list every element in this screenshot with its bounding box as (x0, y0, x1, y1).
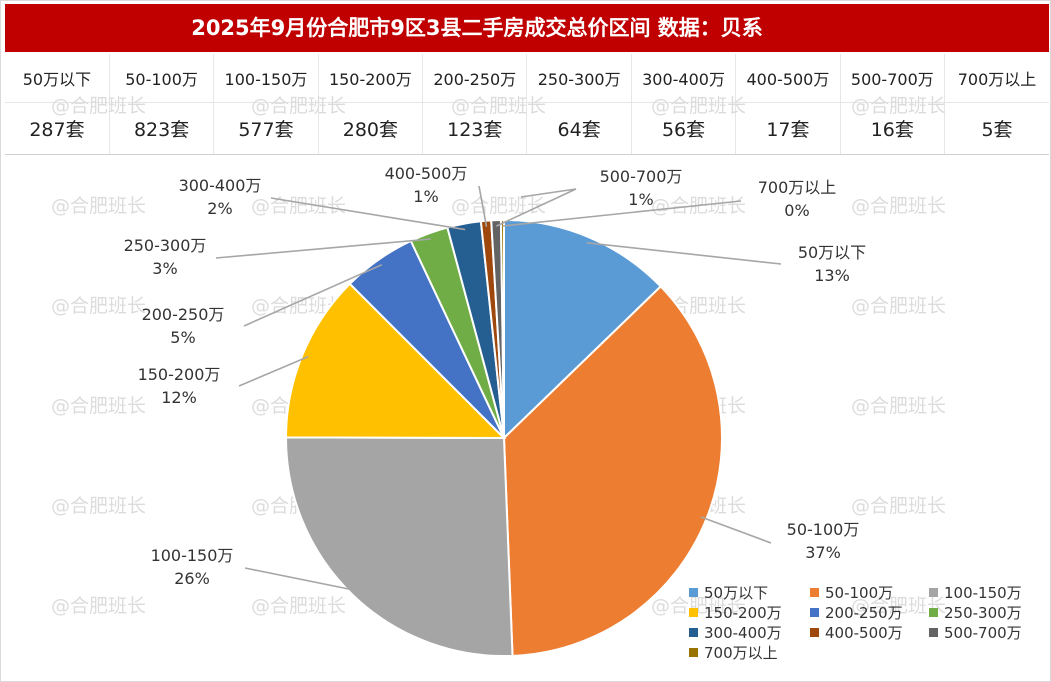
legend-label: 500-700万 (944, 624, 1022, 642)
summary-category: 50-100万 (109, 54, 215, 103)
data-label-category: 500-700万 (600, 167, 683, 186)
leader-line (700, 516, 772, 544)
data-label-category: 50-100万 (787, 520, 860, 539)
title-bar: 2025年9月份合肥市9区3县二手房成交总价区间 数据：贝系 (5, 4, 1049, 52)
pie-slices (284, 218, 723, 657)
legend-label: 50万以下 (704, 584, 768, 602)
data-label-category: 50万以下 (798, 243, 866, 262)
leader-line (495, 188, 577, 227)
data-label-category: 300-400万 (179, 176, 262, 195)
summary-count-row: 287套 823套 577套 280套 123套 64套 56套 17套 16套… (5, 102, 1049, 155)
summary-category-row: 50万以下 50-100万 100-150万 150-200万 200-250万… (5, 54, 1049, 103)
legend-swatch (689, 648, 698, 657)
pie-slice (503, 218, 663, 441)
legend-swatch (929, 588, 938, 597)
data-label-category: 700万以上 (758, 178, 837, 197)
leader-line (215, 238, 431, 259)
page-title: 2025年9月份合肥市9区3县二手房成交总价区间 数据：贝系 (191, 16, 763, 40)
summary-count: 5套 (944, 102, 1049, 155)
summary-category: 100-150万 (213, 54, 319, 103)
data-label-percent: 0% (784, 201, 809, 220)
data-label-category: 250-300万 (124, 236, 207, 255)
data-label-percent: 2% (207, 199, 232, 218)
summary-table: 50万以下 50-100万 100-150万 150-200万 200-250万… (5, 54, 1049, 155)
summary-category: 500-700万 (840, 54, 946, 103)
summary-count: 16套 (840, 102, 946, 155)
summary-count: 287套 (5, 102, 110, 155)
leader-line (243, 263, 383, 327)
summary-category: 250-300万 (526, 54, 632, 103)
summary-count: 823套 (109, 102, 215, 155)
data-label-percent: 1% (413, 187, 438, 206)
legend-label: 300-400万 (704, 624, 782, 642)
legend-swatch (810, 608, 819, 617)
data-label-percent: 5% (170, 328, 195, 347)
summary-count: 123套 (422, 102, 528, 155)
legend: 50万以下 50-100万 100-150万 150-200万 200-250万 250-… (689, 584, 1022, 662)
summary-count: 280套 (318, 102, 424, 155)
legend-label: 400-500万 (825, 624, 903, 642)
leader-line (270, 197, 466, 231)
legend-label: 700万以上 (704, 644, 778, 662)
pie-slice (284, 436, 514, 657)
leader-line (244, 567, 357, 592)
leader-line (502, 200, 742, 227)
summary-category: 150-200万 (318, 54, 424, 103)
data-label-percent: 12% (161, 388, 197, 407)
summary-category: 700万以上 (944, 54, 1049, 103)
leader-line (586, 242, 782, 265)
legend-swatch (689, 588, 698, 597)
legend-label: 150-200万 (704, 604, 782, 622)
legend-label: 200-250万 (825, 604, 903, 622)
summary-category: 200-250万 (422, 54, 528, 103)
pie-slice (284, 282, 507, 440)
data-label-percent: 1% (628, 190, 653, 209)
data-label-category: 400-500万 (385, 164, 468, 183)
data-label-category: 200-250万 (142, 305, 225, 324)
data-label-category: 100-150万 (151, 546, 234, 565)
summary-category: 300-400万 (631, 54, 737, 103)
legend-label: 50-100万 (825, 584, 893, 602)
summary-count: 17套 (735, 102, 841, 155)
pie-slice (499, 218, 505, 439)
data-label-percent: 26% (174, 569, 210, 588)
legend-swatch (810, 628, 819, 637)
summary-count: 577套 (213, 102, 319, 155)
data-label-category: 150-200万 (138, 365, 221, 384)
legend-swatch (929, 608, 938, 617)
summary-count: 56套 (631, 102, 737, 155)
data-label-percent: 13% (814, 266, 850, 285)
legend-label: 100-150万 (944, 584, 1022, 602)
legend-swatch (689, 608, 698, 617)
legend-swatch (689, 628, 698, 637)
legend-swatch (810, 588, 819, 597)
leader-line (238, 355, 309, 387)
data-label-percent: 3% (152, 259, 177, 278)
summary-count: 64套 (526, 102, 632, 155)
summary-category: 50万以下 (5, 54, 110, 103)
leader-line (478, 185, 488, 227)
legend-label: 250-300万 (944, 604, 1022, 622)
pie-labels: 50万以下 13% 50-100万 37% 100-150万 26% 150-200万 12%… (124, 164, 866, 592)
legend-swatch (929, 628, 938, 637)
data-label-percent: 37% (805, 543, 841, 562)
summary-category: 400-500万 (735, 54, 841, 103)
